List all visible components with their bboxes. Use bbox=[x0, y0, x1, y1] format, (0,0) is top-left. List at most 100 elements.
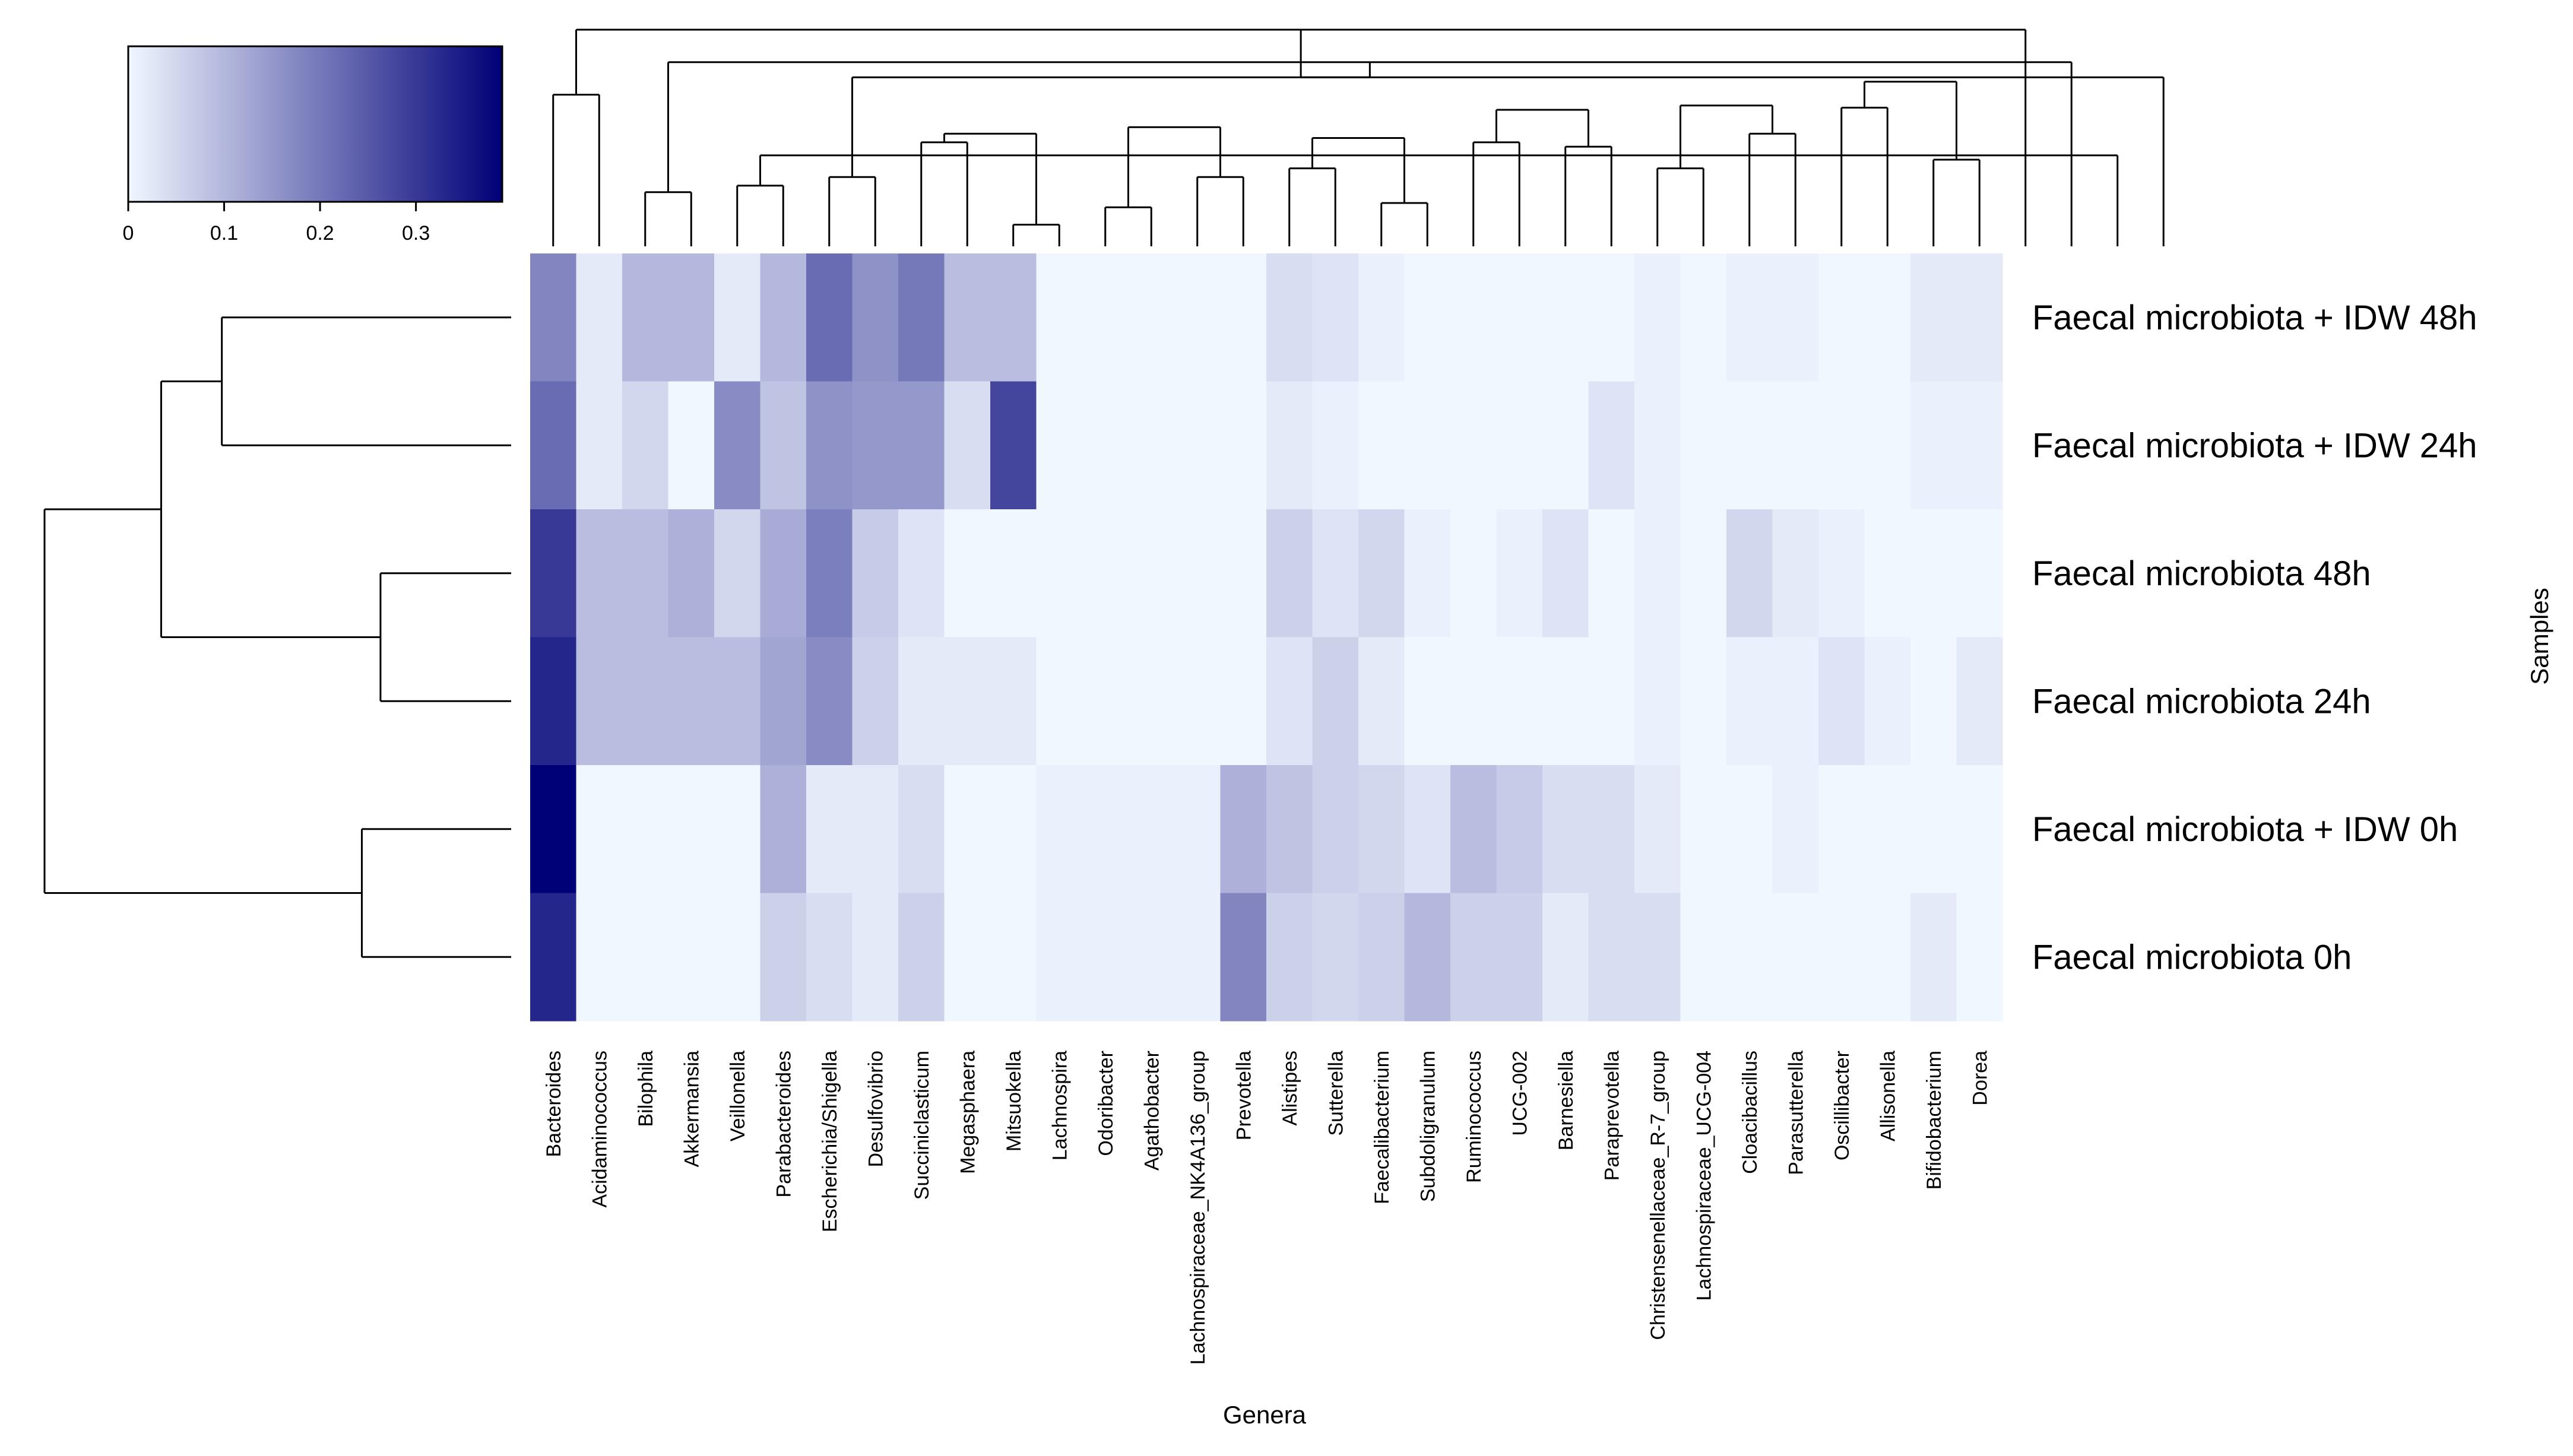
heatmap-cell bbox=[622, 893, 669, 1022]
heatmap-cell bbox=[1450, 253, 1497, 382]
heatmap-cell bbox=[1772, 253, 1819, 382]
heatmap-cell bbox=[1128, 637, 1175, 766]
column-label: Mitsuokella bbox=[1003, 1051, 1025, 1152]
heatmap-cell bbox=[1312, 509, 1359, 638]
row-label: Faecal microbiota 24h bbox=[2032, 682, 2371, 721]
heatmap-cell bbox=[1404, 253, 1451, 382]
heatmap-cell bbox=[622, 253, 669, 382]
heatmap-cell bbox=[1726, 509, 1773, 638]
heatmap-cell bbox=[1082, 893, 1129, 1022]
heatmap-cell bbox=[1128, 765, 1175, 894]
heatmap-cell bbox=[1266, 893, 1313, 1022]
heatmap-cell bbox=[944, 893, 991, 1022]
heatmap-cell bbox=[1128, 893, 1175, 1022]
column-dendrogram bbox=[552, 28, 2165, 246]
heatmap-cell bbox=[1956, 893, 2003, 1022]
column-label: Desulfovibrio bbox=[864, 1051, 887, 1168]
heatmap-cell bbox=[806, 893, 853, 1022]
heatmap-cell bbox=[1496, 509, 1543, 638]
heatmap-cell bbox=[1450, 381, 1497, 510]
color-key-gradient bbox=[127, 45, 503, 203]
heatmap-cell bbox=[852, 765, 899, 894]
heatmap-cell bbox=[1358, 765, 1405, 894]
heatmap-cell bbox=[1726, 253, 1773, 382]
column-label: Acidaminococcus bbox=[588, 1051, 611, 1208]
heatmap-cell bbox=[1082, 637, 1129, 766]
heatmap-cell bbox=[760, 509, 807, 638]
heatmap-cell bbox=[1910, 381, 1957, 510]
heatmap-cell bbox=[990, 509, 1037, 638]
column-label: Succiniclasticum bbox=[911, 1051, 933, 1200]
heatmap-cell bbox=[806, 509, 853, 638]
heatmap-cell bbox=[1082, 765, 1129, 894]
heatmap-cell bbox=[530, 765, 577, 894]
heatmap-cell bbox=[1220, 509, 1267, 638]
heatmap-cell bbox=[898, 893, 945, 1022]
column-label: Veillonella bbox=[727, 1051, 749, 1141]
heatmap-cell bbox=[990, 765, 1037, 894]
heatmap-cell bbox=[1358, 893, 1405, 1022]
heatmap-cell bbox=[1496, 253, 1543, 382]
heatmap-cell bbox=[1542, 253, 1589, 382]
heatmap-cell bbox=[806, 253, 853, 382]
heatmap-cell bbox=[1588, 381, 1635, 510]
heatmap-cell bbox=[530, 509, 577, 638]
heatmap-cell bbox=[1680, 893, 1727, 1022]
heatmap-cell bbox=[1542, 893, 1589, 1022]
heatmap-cell bbox=[1266, 765, 1313, 894]
heatmap-cell bbox=[1726, 637, 1773, 766]
column-label: Lachnospiraceae_NK4A136_group bbox=[1187, 1051, 1209, 1365]
heatmap-cell bbox=[1496, 893, 1543, 1022]
heatmap-cell bbox=[1036, 765, 1083, 894]
heatmap-cell bbox=[1818, 893, 1865, 1022]
heatmap-cell bbox=[1220, 893, 1267, 1022]
heatmap-cell bbox=[1864, 637, 1911, 766]
heatmap-cell bbox=[1772, 893, 1819, 1022]
heatmap-cell bbox=[1404, 893, 1451, 1022]
color-key-tick-label: 0.2 bbox=[306, 222, 334, 245]
heatmap-cell bbox=[714, 637, 761, 766]
heatmap-cell bbox=[806, 637, 853, 766]
heatmap-cell bbox=[760, 893, 807, 1022]
heatmap-cell bbox=[1404, 509, 1451, 638]
heatmap-cell bbox=[1864, 509, 1911, 638]
heatmap-cell bbox=[1542, 765, 1589, 894]
heatmap-cell bbox=[852, 637, 899, 766]
heatmap-cell bbox=[1772, 509, 1819, 638]
row-label: Faecal microbiota + IDW 0h bbox=[2032, 810, 2458, 849]
heatmap-cell bbox=[576, 893, 623, 1022]
heatmap-cell bbox=[1956, 637, 2003, 766]
heatmap-cell bbox=[1404, 381, 1451, 510]
heatmap-cell bbox=[1174, 253, 1221, 382]
heatmap-cell bbox=[1266, 381, 1313, 510]
heatmap-cell bbox=[1818, 381, 1865, 510]
column-label: Prevotella bbox=[1232, 1051, 1255, 1140]
heatmap-cell bbox=[576, 381, 623, 510]
heatmap-cell bbox=[944, 765, 991, 894]
heatmap-cell bbox=[668, 637, 715, 766]
heatmap-cell bbox=[1266, 509, 1313, 638]
column-label: Lachnospiraceae_UCG-004 bbox=[1693, 1051, 1715, 1300]
heatmap-cell bbox=[1634, 381, 1681, 510]
heatmap-cell bbox=[622, 381, 669, 510]
heatmap-cell bbox=[1220, 637, 1267, 766]
heatmap-cell bbox=[576, 253, 623, 382]
heatmap-cell bbox=[1496, 637, 1543, 766]
heatmap-cell bbox=[1910, 637, 1957, 766]
column-label: UCG-002 bbox=[1509, 1051, 1531, 1136]
heatmap-cell bbox=[1634, 765, 1681, 894]
heatmap-cell bbox=[530, 893, 577, 1022]
heatmap-cell bbox=[1312, 253, 1359, 382]
column-label: Dorea bbox=[1969, 1051, 1991, 1106]
heatmap-cell bbox=[714, 765, 761, 894]
row-dendrogram bbox=[43, 316, 511, 958]
heatmap-cell bbox=[898, 765, 945, 894]
heatmap-cell bbox=[1956, 253, 2003, 382]
heatmap-cell bbox=[1634, 893, 1681, 1022]
heatmap-cell bbox=[1588, 637, 1635, 766]
heatmap-cell bbox=[1174, 765, 1221, 894]
heatmap-cell bbox=[1312, 893, 1359, 1022]
heatmap-cell bbox=[1082, 253, 1129, 382]
heatmap-cell bbox=[1220, 253, 1267, 382]
heatmap-cell bbox=[852, 893, 899, 1022]
